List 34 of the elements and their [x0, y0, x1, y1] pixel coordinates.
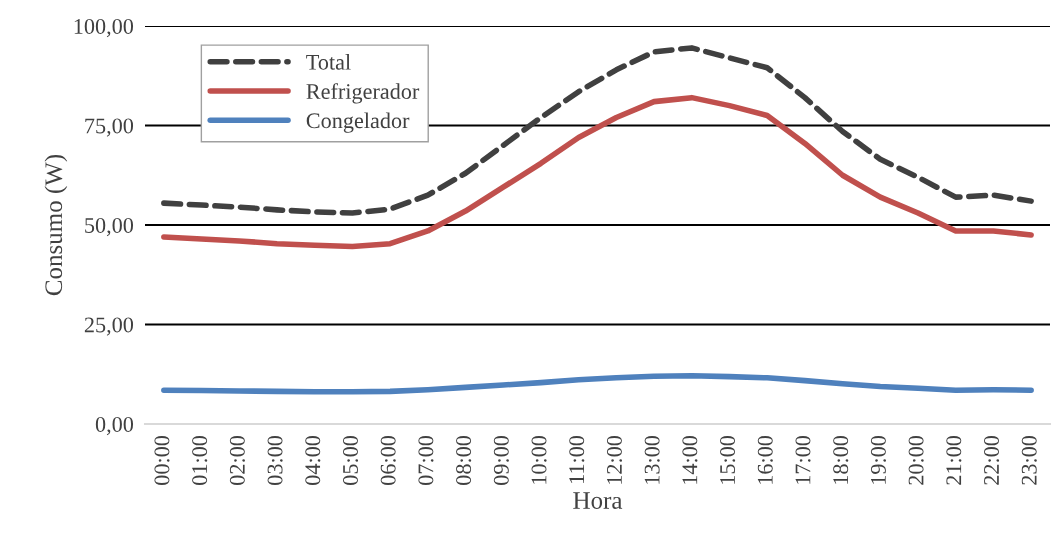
y-axis-title: Consumo (W): [44, 154, 68, 296]
x-tick-label: 08:00: [456, 435, 472, 485]
x-tick-label: 07:00: [418, 435, 434, 485]
x-tick-label: 16:00: [757, 435, 773, 484]
x-tick-label: 05:00: [342, 435, 359, 485]
legend-label: Total: [306, 54, 351, 70]
y-tick-label: 25,00: [84, 317, 134, 336]
x-tick-label: 09:00: [493, 435, 509, 485]
x-tick-label: 03:00: [267, 435, 283, 485]
x-tick-label: 12:00: [606, 435, 623, 484]
x-tick-label: 22:00: [984, 435, 1000, 485]
y-tick-label: 50,00: [85, 217, 134, 237]
x-tick-label: 17:00: [795, 435, 811, 484]
y-tick-label: 100,00: [74, 18, 134, 38]
legend-label: Refrigerador: [306, 83, 420, 104]
x-tick-label: 14:00: [682, 435, 698, 484]
x-tick-label: 20:00: [908, 435, 924, 485]
legend-label: Congelador: [306, 112, 410, 133]
y-tick-label: 75,00: [85, 118, 134, 137]
x-tick-label: 02:00: [229, 435, 245, 485]
x-tick-label: 10:00: [531, 435, 547, 484]
x-tick-label: 19:00: [870, 435, 886, 484]
y-tick-label: 0,00: [95, 416, 134, 436]
x-axis-title: Hora: [573, 492, 623, 509]
x-tick-label: 01:00: [192, 435, 208, 485]
x-tick-label: 00:00: [154, 435, 170, 485]
x-tick-label: 18:00: [833, 435, 849, 484]
x-tick-label: 04:00: [305, 435, 321, 485]
x-tick-label: 23:00: [1021, 435, 1037, 485]
x-tick-label: 11:00: [569, 435, 585, 483]
x-tick-label: 13:00: [644, 435, 660, 484]
x-tick-label: 15:00: [720, 435, 736, 484]
x-tick-label: 06:00: [380, 435, 396, 485]
x-tick-label: 21:00: [946, 435, 962, 485]
